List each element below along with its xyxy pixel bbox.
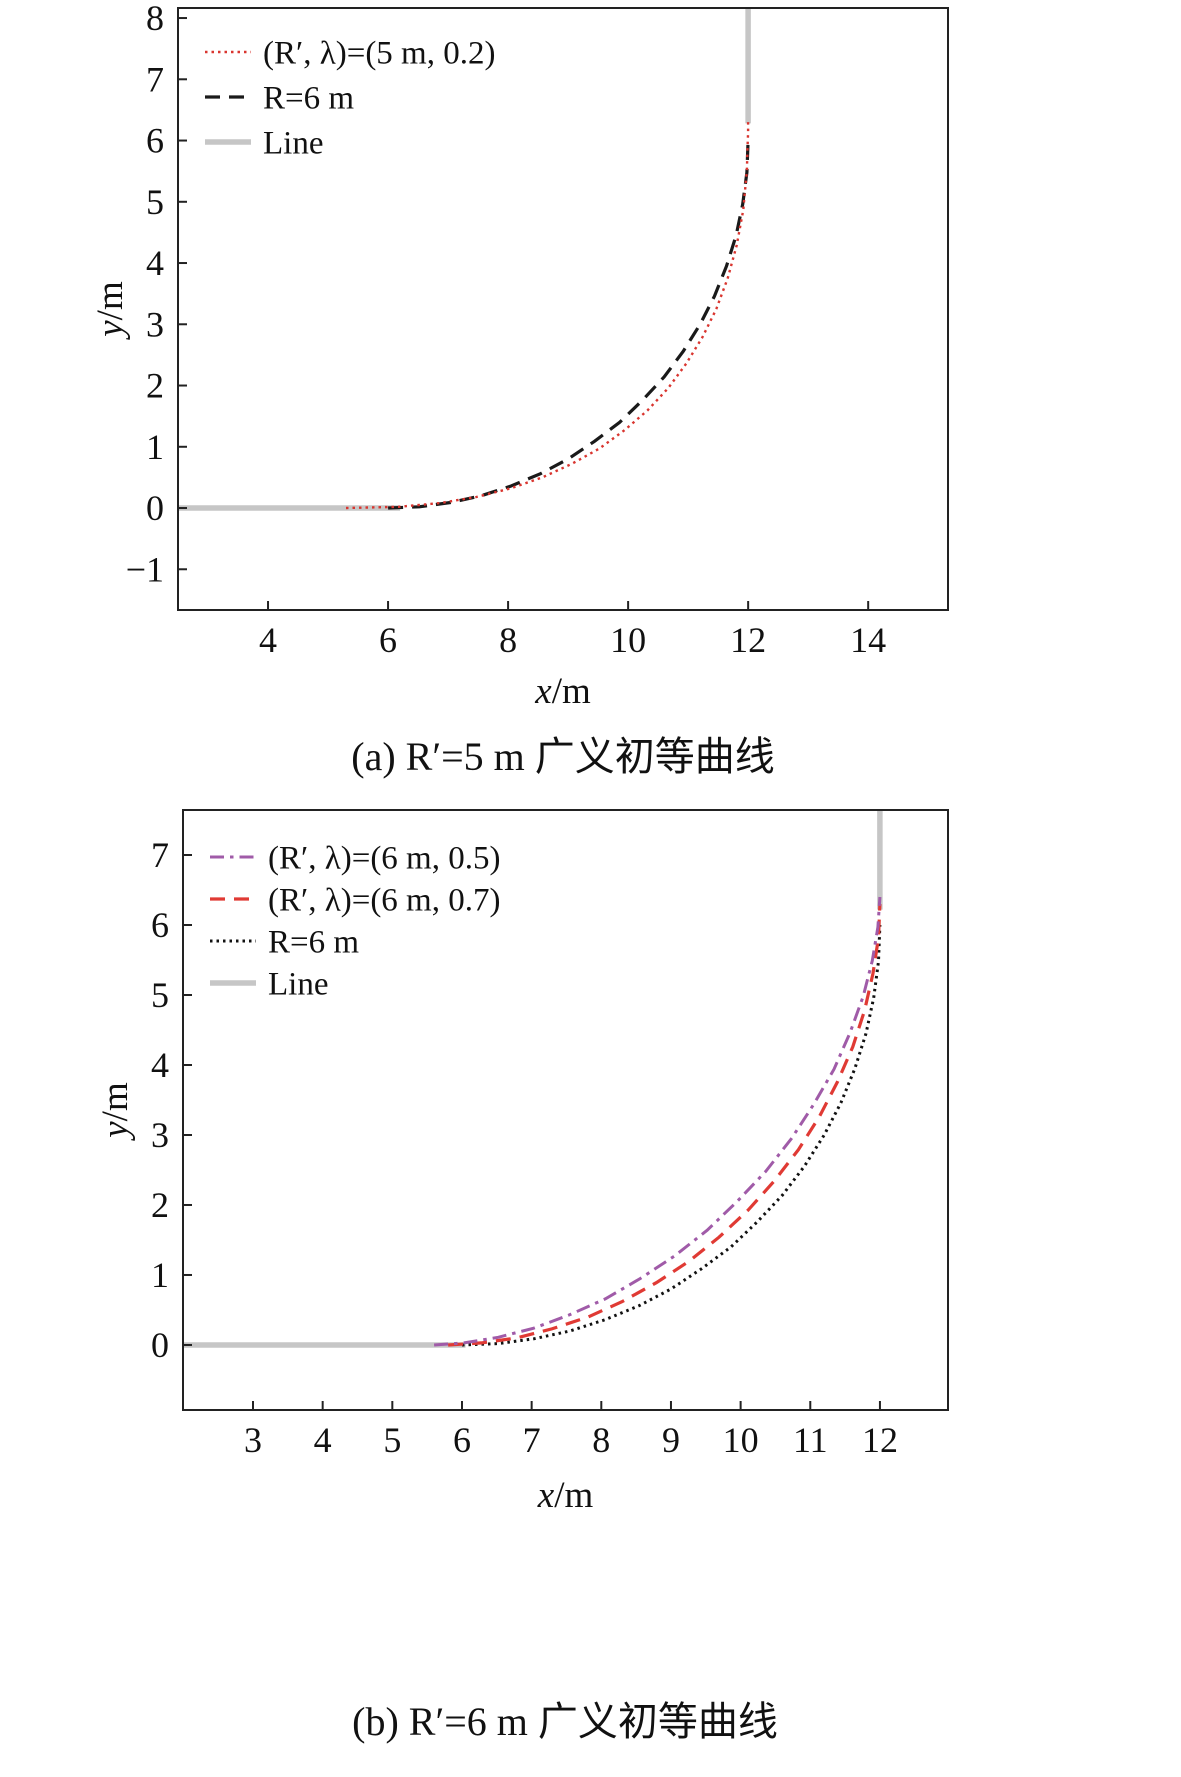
- legend-label: (R′, λ)=(6 m, 0.7): [268, 883, 500, 919]
- y-tick-label: 2: [151, 1185, 169, 1225]
- plot-border: [182, 809, 949, 1411]
- x-tick-label: 12: [862, 1420, 898, 1460]
- x-tick-label: 10: [610, 620, 646, 660]
- x-axis-label: x/m: [534, 671, 591, 712]
- x-tick-label: 6: [453, 1420, 471, 1460]
- x-tick-label: 11: [793, 1420, 828, 1460]
- series-line: [388, 140, 750, 510]
- caption-a: (a) R′=5 m 广义初等曲线: [351, 734, 775, 779]
- series-line: [461, 924, 882, 1347]
- legend-label: (R′, λ)=(6 m, 0.5): [268, 841, 500, 877]
- series-line: [447, 903, 882, 1347]
- x-tick-label: 8: [499, 620, 517, 660]
- x-tick-label: 6: [379, 620, 397, 660]
- x-axis-label: x/m: [537, 1475, 594, 1516]
- y-tick-label: 5: [146, 182, 164, 222]
- y-tick-label: 1: [146, 427, 164, 467]
- x-tick-label: 14: [850, 620, 886, 660]
- x-tick-label: 4: [314, 1420, 332, 1460]
- plot-border: [177, 7, 949, 611]
- x-tick-label: 7: [523, 1420, 541, 1460]
- y-tick-label: 6: [146, 121, 164, 161]
- legend-label: Line: [268, 967, 328, 1003]
- y-tick-label: −1: [126, 549, 164, 589]
- x-tick-label: 12: [730, 620, 766, 660]
- y-tick-label: 7: [146, 59, 164, 99]
- series-line: [345, 119, 750, 510]
- x-tick-label: 9: [662, 1420, 680, 1460]
- y-axis-label: y/m: [90, 281, 131, 341]
- x-tick-label: 5: [383, 1420, 401, 1460]
- legend-label: R=6 m: [263, 81, 354, 117]
- series-line: [178, 8, 751, 511]
- legend-label: Line: [263, 126, 323, 162]
- caption-b: (b) R′=6 m 广义初等曲线: [352, 1699, 778, 1744]
- y-tick-label: 3: [146, 304, 164, 344]
- y-tick-label: 0: [146, 488, 164, 528]
- y-tick-label: 0: [151, 1325, 169, 1365]
- x-tick-label: 3: [244, 1420, 262, 1460]
- series-line: [183, 810, 883, 1348]
- y-tick-label: 6: [151, 905, 169, 945]
- y-tick-label: 4: [151, 1045, 169, 1085]
- y-tick-label: 2: [146, 366, 164, 406]
- x-tick-label: 10: [723, 1420, 759, 1460]
- x-tick-label: 8: [592, 1420, 610, 1460]
- y-tick-label: 1: [151, 1255, 169, 1295]
- y-tick-label: 7: [151, 835, 169, 875]
- series-line: [433, 896, 882, 1347]
- y-axis-label: y/m: [95, 1082, 136, 1142]
- y-tick-label: 5: [151, 975, 169, 1015]
- y-tick-label: 3: [151, 1115, 169, 1155]
- y-tick-label: 8: [146, 0, 164, 38]
- y-tick-label: 4: [146, 243, 164, 283]
- x-tick-label: 4: [259, 620, 277, 660]
- legend-label: (R′, λ)=(5 m, 0.2): [263, 36, 495, 72]
- legend-label: R=6 m: [268, 925, 359, 961]
